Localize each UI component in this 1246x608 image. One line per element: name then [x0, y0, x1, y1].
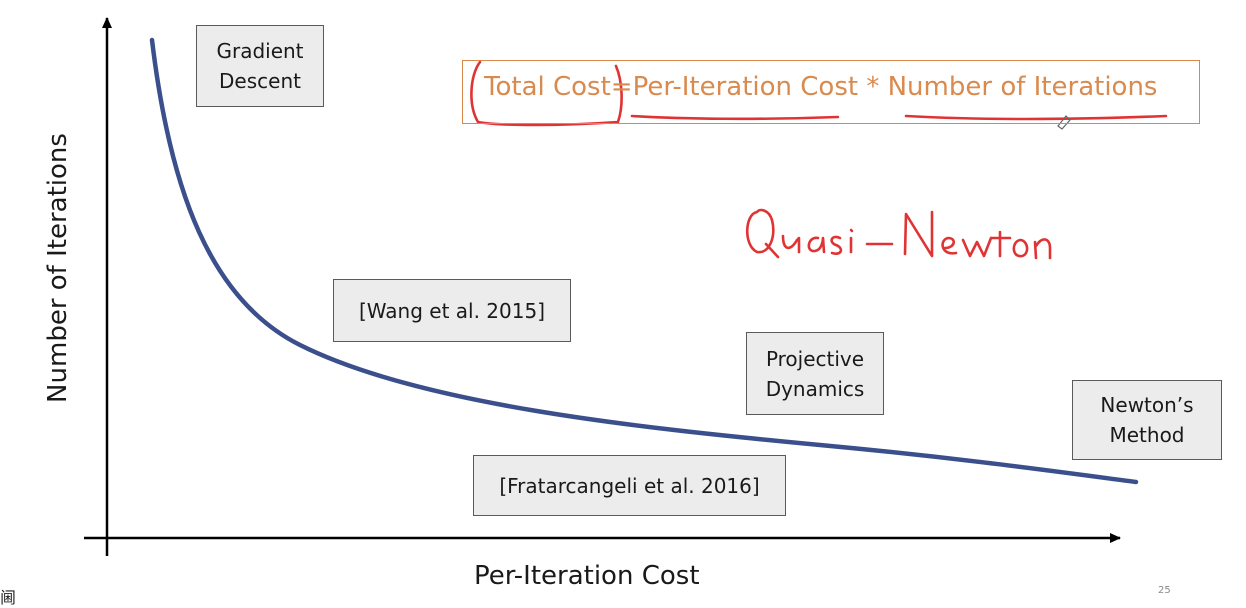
ink-bracket-total-cost: [470, 60, 623, 127]
page-number: 25: [1158, 585, 1171, 596]
label-gradient-descent: Gradient Descent: [196, 25, 324, 107]
tradeoff-curve: [149, 37, 1139, 485]
handwritten-quasi-newton: [745, 208, 1052, 260]
formula-box: [462, 60, 1200, 124]
label-newtons-method: Newton’s Method: [1072, 380, 1222, 460]
ink-underline-per-iteration: [630, 114, 840, 121]
pen-cursor-icon: [1057, 115, 1071, 130]
formula-text: Total Cost=Per-Iteration Cost * Number o…: [484, 72, 1158, 102]
slide-canvas: Per-Iteration Cost Number of Iterations …: [0, 17, 1222, 607]
diagram-svg: [84, 17, 1168, 556]
label-wang-2015: [Wang et al. 2015]: [333, 279, 571, 342]
ink-underline-iterations: [904, 114, 1168, 121]
label-projective-dynamics: Projective Dynamics: [746, 332, 884, 415]
y-axis-title: Number of Iterations: [43, 133, 73, 403]
label-fratarcangeli-2016: [Fratarcangeli et al. 2016]: [473, 455, 786, 516]
corner-glyph: 阃: [0, 588, 17, 607]
x-axis-title: Per-Iteration Cost: [474, 561, 700, 591]
